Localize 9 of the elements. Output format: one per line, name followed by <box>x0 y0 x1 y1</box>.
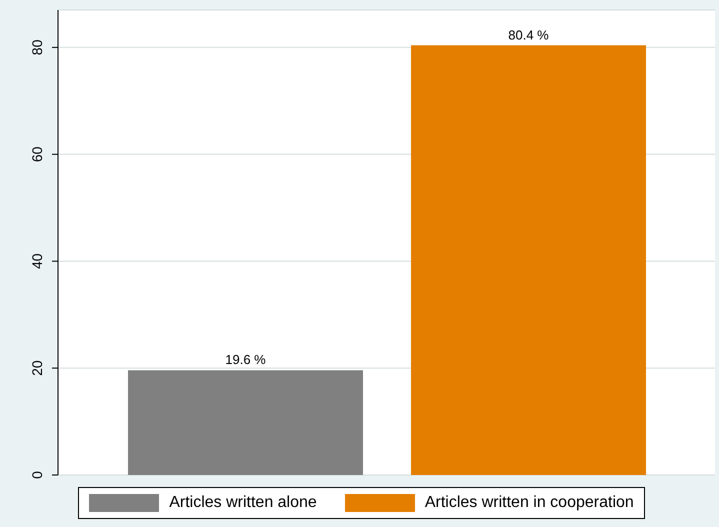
data-label: 80.4 % <box>508 27 550 42</box>
legend-label: Articles written in cooperation <box>424 494 634 512</box>
y-tick-label: 0 <box>29 470 45 479</box>
y-tick-label: 80 <box>29 39 45 56</box>
y-tick-label: 20 <box>29 360 45 376</box>
y-tick-label: 60 <box>29 146 45 162</box>
data-label: 19.6 % <box>225 352 266 368</box>
legend-label: Articles written alone <box>169 494 317 512</box>
y-tick-label: 40 <box>29 253 45 269</box>
